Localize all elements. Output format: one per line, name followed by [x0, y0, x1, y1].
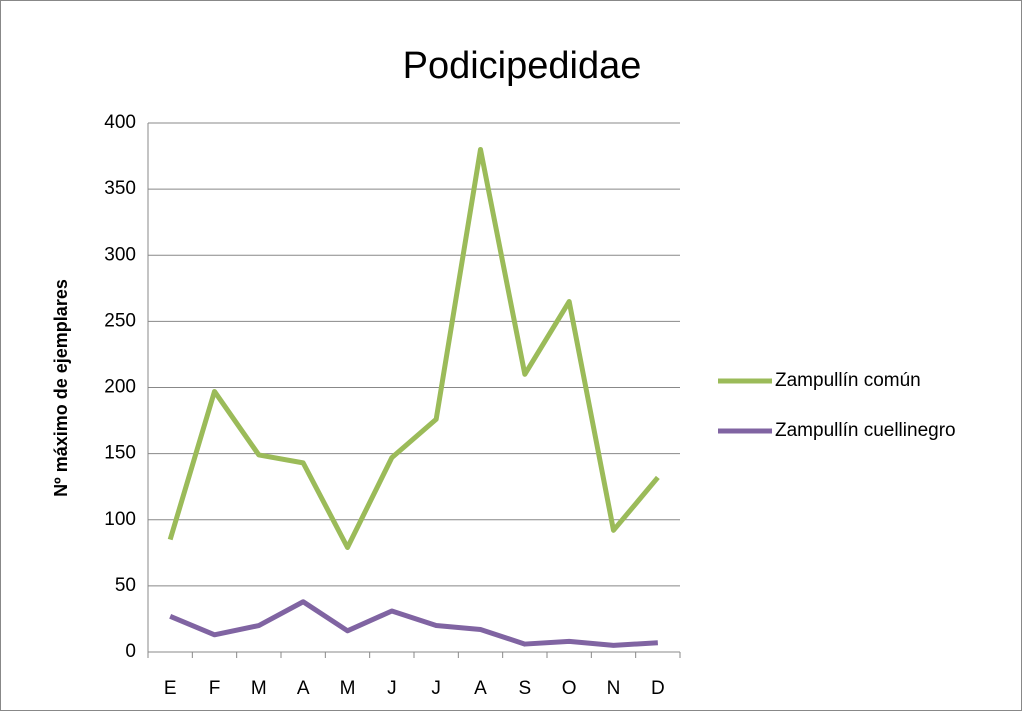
legend-label: Zampullín común	[775, 370, 921, 391]
x-tick-label: M	[251, 678, 267, 699]
x-tick-label: S	[518, 678, 531, 699]
y-tick-label: 200	[104, 377, 136, 398]
x-tick-label: D	[651, 678, 665, 699]
legend-label: Zampullín cuellinegro	[775, 420, 956, 441]
series-line	[167, 146, 660, 551]
x-tick-label: A	[474, 678, 487, 699]
x-tick-label: N	[607, 678, 621, 699]
series-line	[169, 599, 658, 648]
y-tick-label: 150	[104, 443, 136, 464]
y-axis-label: Nº máximo de ejemplares	[51, 279, 71, 497]
x-tick-label: O	[562, 678, 577, 699]
y-tick-label: 400	[104, 112, 136, 133]
y-tick-label: 250	[104, 310, 136, 331]
x-tick-label: A	[297, 678, 310, 699]
x-tick-label: M	[340, 678, 356, 699]
x-tick-label: E	[164, 678, 177, 699]
x-tick-label: F	[209, 678, 221, 699]
y-tick-label: 350	[104, 178, 136, 199]
y-tick-label: 300	[104, 244, 136, 265]
y-tick-label: 50	[115, 575, 136, 596]
y-tick-label: 100	[104, 509, 136, 530]
x-tick-label: J	[387, 678, 397, 699]
x-tick-label: J	[431, 678, 441, 699]
chart-title: Podicipedidae	[403, 45, 642, 87]
y-tick-label: 0	[125, 641, 136, 662]
